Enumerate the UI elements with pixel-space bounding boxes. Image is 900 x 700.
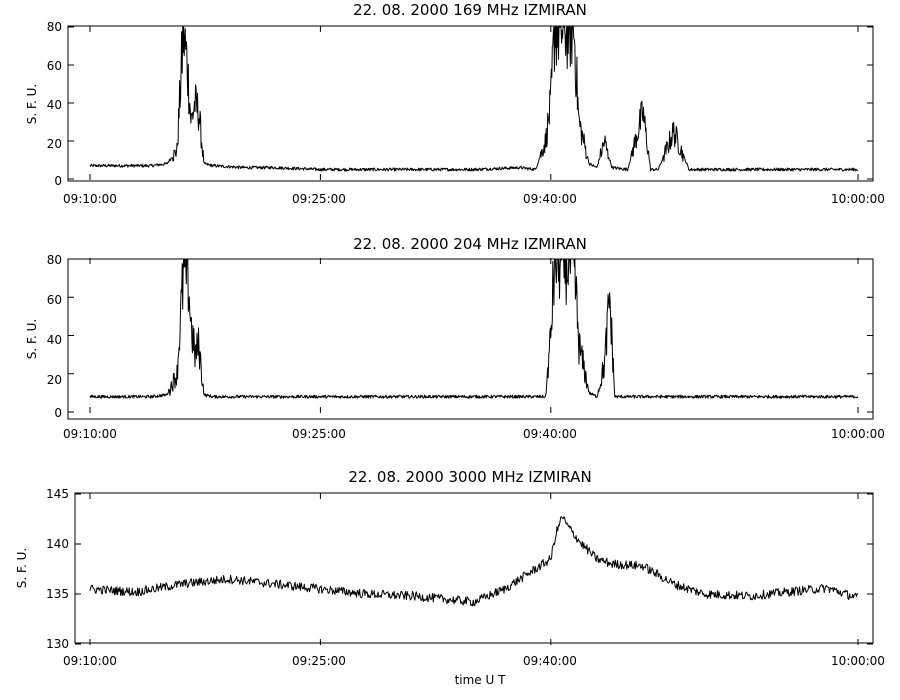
panel-204mhz-ytick-3: 60 — [47, 293, 62, 307]
panel-3000mhz-ytick-2: 140 — [46, 537, 69, 551]
panel-3000mhz-ytick-0: 130 — [46, 637, 69, 651]
panel-169mhz-ytick-4: 80 — [47, 20, 62, 34]
panel-3000mhz-xtick-3: 10:00:00 — [831, 654, 885, 668]
panel-204mhz-ytick-2: 40 — [47, 333, 62, 347]
panel-3000mhz-xtick-2: 09:40:00 — [523, 654, 577, 668]
panel-3000mhz-ytick-3: 145 — [46, 487, 69, 501]
panel-204mhz-xtick-0: 09:10:00 — [63, 427, 117, 441]
panel-204mhz-ylabel: S. F. U. — [25, 319, 39, 359]
panel-169mhz-xtick-2: 09:40:00 — [523, 192, 577, 206]
panel-3000mhz-title: 22. 08. 2000 3000 MHz IZMIRAN — [348, 468, 591, 486]
panel-169mhz-xtick-1: 09:25:00 — [292, 192, 346, 206]
tick-marks-layer — [68, 26, 873, 645]
panel-204mhz: 22. 08. 2000 204 MHz IZMIRAN S. F. U. 0 … — [25, 235, 885, 441]
panel-169mhz-ytick-2: 40 — [47, 98, 62, 112]
panel-204mhz-xtick-2: 09:40:00 — [523, 427, 577, 441]
panel-3000mhz-ytick-1: 135 — [46, 587, 69, 601]
panel-3000mhz-xtick-1: 09:25:00 — [292, 654, 346, 668]
panel-204mhz-ytick-0: 0 — [54, 406, 62, 420]
panel-169mhz-ytick-1: 20 — [47, 137, 62, 151]
panel-3000mhz-xlabel: time U T — [455, 673, 507, 687]
panel-169mhz-flux-trace-0 — [89, 26, 859, 172]
panel-169mhz-ylabel: S. F. U. — [25, 84, 39, 124]
panel-3000mhz-xtick-0: 09:10:00 — [63, 654, 117, 668]
panel-204mhz-xtick-3: 10:00:00 — [831, 427, 885, 441]
panel-169mhz: 22. 08. 2000 169 MHz IZMIRAN S. F. U. 0 … — [25, 1, 885, 206]
panel-3000mhz-flux-trace-0 — [89, 516, 858, 607]
panel-3000mhz-ylabel: S. F. U. — [15, 548, 29, 588]
panel-204mhz-ytick-1: 20 — [47, 373, 62, 387]
panel-3000mhz: 22. 08. 2000 3000 MHz IZMIRAN S. F. U. 1… — [15, 468, 885, 687]
panel-204mhz-title: 22. 08. 2000 204 MHz IZMIRAN — [353, 235, 587, 253]
panel-3000mhz-frame — [74, 492, 874, 644]
panel-169mhz-xtick-0: 09:10:00 — [63, 192, 117, 206]
panel-169mhz-xtick-3: 10:00:00 — [831, 192, 885, 206]
traces-layer — [89, 26, 859, 607]
panel-169mhz-ytick-0: 0 — [54, 174, 62, 188]
panel-204mhz-xtick-1: 09:25:00 — [292, 427, 346, 441]
panel-169mhz-ytick-3: 60 — [47, 59, 62, 73]
panel-204mhz-ytick-4: 80 — [47, 253, 62, 267]
panel-204mhz-flux-trace-0 — [89, 258, 859, 399]
panel-169mhz-title: 22. 08. 2000 169 MHz IZMIRAN — [353, 1, 587, 19]
panel-204mhz-frame — [67, 258, 874, 420]
